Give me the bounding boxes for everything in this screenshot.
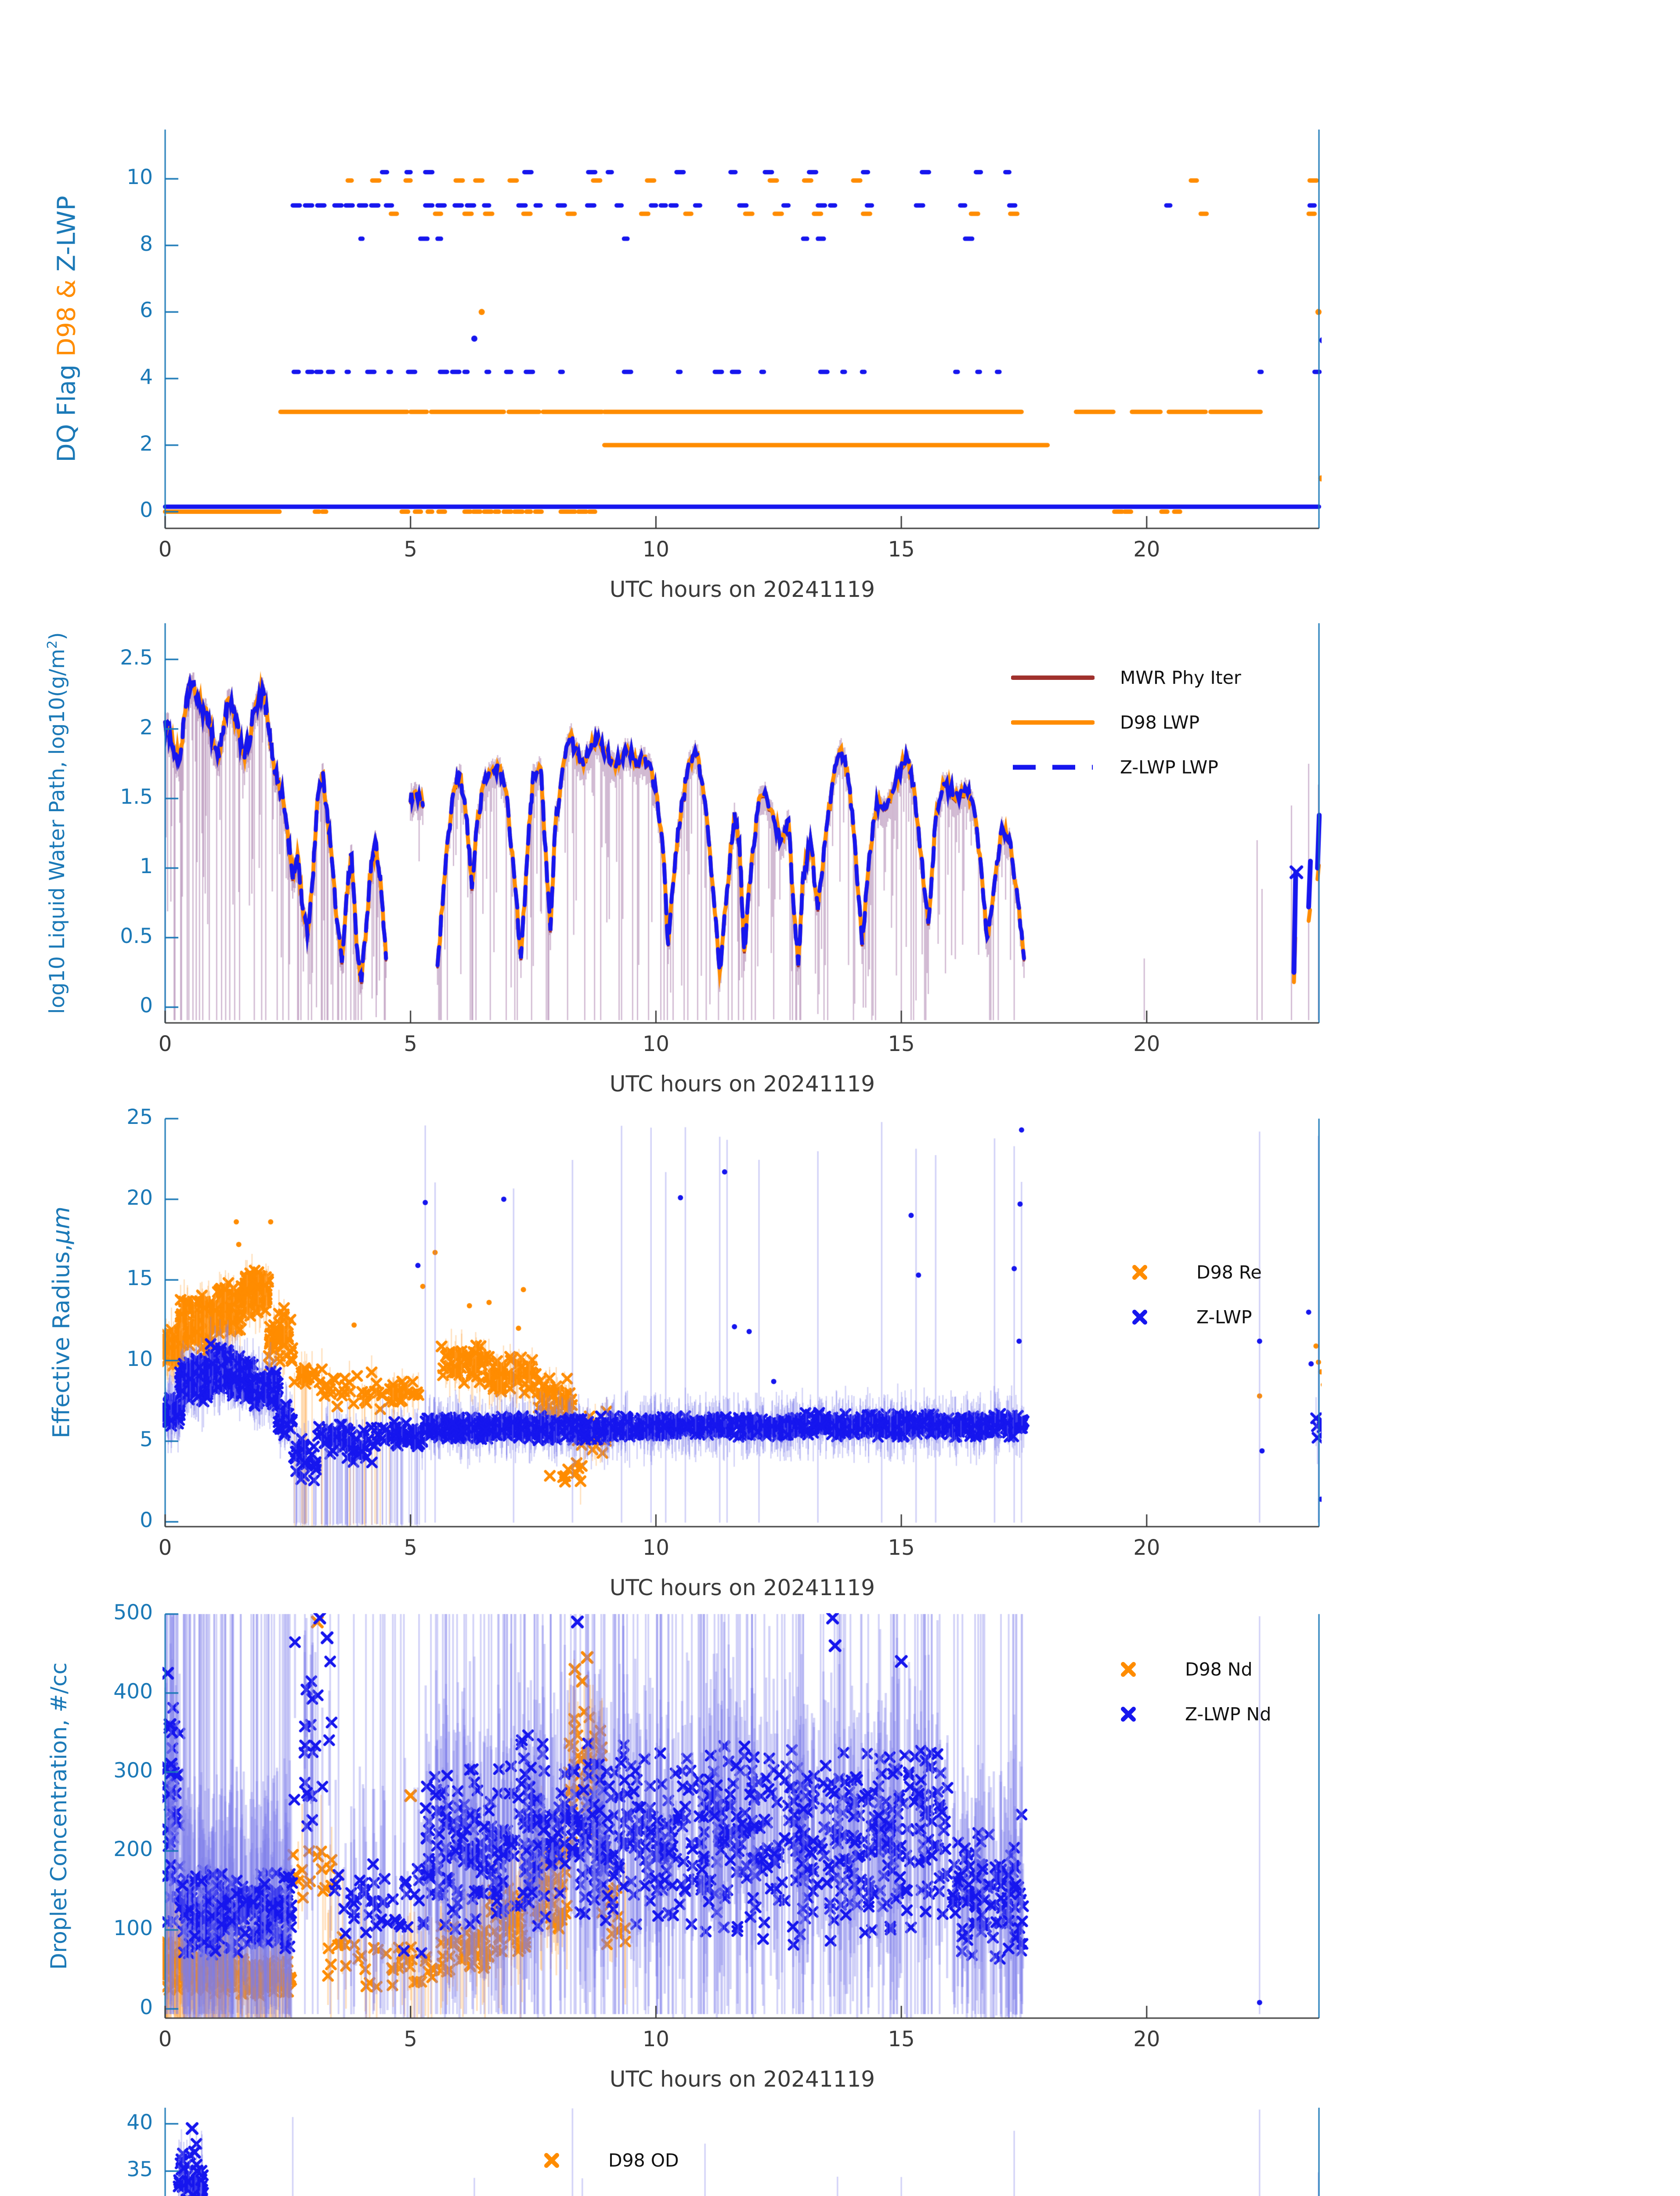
- chart-canvas: [0, 0, 1680, 2196]
